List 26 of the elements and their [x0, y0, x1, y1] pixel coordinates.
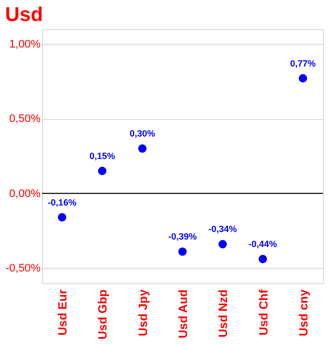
point	[298, 74, 308, 82]
x-tick-label: Usd cny	[296, 289, 310, 336]
point	[218, 240, 227, 248]
point	[258, 254, 267, 264]
chart-title: Usd	[5, 4, 43, 26]
data-label: 0,30%	[130, 128, 156, 139]
x-tick-label: Usd Jpy	[136, 289, 150, 336]
x-tick-label: Usd Chf	[256, 288, 270, 336]
point	[98, 166, 106, 176]
x-tick-label: Usd Eur	[56, 289, 70, 336]
y-tick-label: 1,00%	[9, 38, 41, 50]
x-tick-label: Usd Gbp	[96, 290, 110, 340]
y-tick-label: 0,00%	[9, 188, 41, 200]
data-label: -0,39%	[168, 232, 197, 242]
point	[178, 247, 187, 256]
data-label: 0,77%	[290, 58, 316, 68]
y-tick-label: -0,50%	[6, 262, 41, 275]
data-label: -0,16%	[48, 197, 76, 208]
x-tick-label: Usd Aud	[176, 290, 190, 338]
data-label: -0,34%	[208, 224, 237, 234]
point	[58, 213, 66, 222]
data-label: 0,15%	[89, 150, 115, 161]
data-label: -0,44%	[248, 239, 278, 250]
point	[138, 144, 147, 153]
y-tick-label: 0,50%	[9, 113, 41, 126]
x-tick-label: Usd Nzd	[216, 290, 230, 338]
